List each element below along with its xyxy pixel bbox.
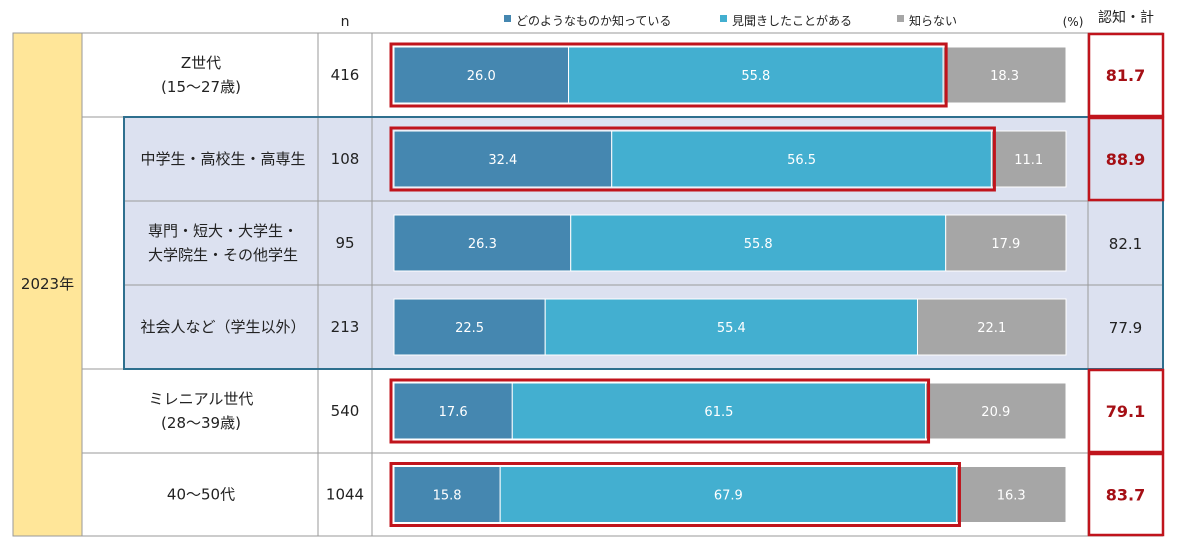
row-label: 40～50代 bbox=[167, 486, 235, 504]
bar-segment bbox=[544, 298, 918, 356]
n-value: 1044 bbox=[326, 486, 364, 504]
awareness-total-value: 82.1 bbox=[1109, 235, 1142, 253]
chart-row: ミレニアル世代 (28～39歳) 540 17.6 61.5 20.9 79.1 bbox=[149, 368, 1165, 454]
chart-row: Z世代 (15～27歳) 416 26.0 55.8 18.3 81.7 bbox=[161, 32, 1165, 118]
year-label: 2023年 bbox=[21, 275, 74, 293]
bar-value-label: 18.3 bbox=[990, 69, 1019, 84]
bar-value-label: 26.0 bbox=[467, 69, 496, 84]
bar-value-label: 22.1 bbox=[977, 321, 1006, 336]
bar-segment bbox=[990, 130, 1067, 188]
bar-value-label: 16.3 bbox=[997, 489, 1026, 504]
legend-label: 見聞きしたことがある bbox=[732, 13, 852, 28]
bar-segment bbox=[393, 214, 572, 272]
row-label: ミレニアル世代 bbox=[149, 390, 254, 408]
bar-segment bbox=[925, 382, 1067, 440]
highlight-box bbox=[389, 378, 931, 444]
legend: どのようなものか知っている 見聞きしたことがある 知らない bbox=[504, 13, 957, 28]
bar-value-label: 55.4 bbox=[717, 321, 746, 336]
year-cell bbox=[12, 32, 83, 537]
awareness-total-value: 81.7 bbox=[1106, 66, 1145, 85]
row-label: Z世代 bbox=[181, 54, 221, 72]
bar-value-label: 26.3 bbox=[468, 237, 497, 252]
row-label: (28～39歳) bbox=[161, 414, 241, 432]
bar-segment bbox=[916, 298, 1067, 356]
n-value: 95 bbox=[335, 234, 354, 252]
total-highlight-box bbox=[1087, 116, 1165, 202]
legend-swatch bbox=[504, 15, 511, 22]
bar-value-label: 15.8 bbox=[433, 489, 462, 504]
bar-value-label: 56.5 bbox=[787, 153, 816, 168]
bar-segment bbox=[393, 466, 501, 523]
highlight-box bbox=[389, 462, 961, 527]
n-value: 416 bbox=[331, 66, 360, 84]
chart-row: 社会人など（学生以外） 213 22.5 55.4 22.1 77.9 bbox=[140, 298, 1142, 356]
row-label: 大学院生・その他学生 bbox=[148, 246, 298, 264]
bar-value-label: 61.5 bbox=[704, 405, 733, 420]
awareness-total-value: 88.9 bbox=[1106, 150, 1145, 169]
awareness-total-value: 79.1 bbox=[1106, 402, 1145, 421]
bar-segment bbox=[393, 130, 613, 188]
total-highlight-box bbox=[1087, 452, 1165, 537]
n-value: 213 bbox=[331, 318, 360, 336]
legend-swatch bbox=[720, 15, 727, 22]
total-column-header: 認知・計 bbox=[1098, 9, 1154, 26]
bar-segment bbox=[955, 466, 1067, 523]
n-value: 108 bbox=[331, 150, 360, 168]
bar-value-label: 22.5 bbox=[455, 321, 484, 336]
legend-swatch bbox=[897, 15, 904, 22]
highlight-box bbox=[389, 126, 996, 192]
table-grid: 2023年 bbox=[12, 32, 1164, 537]
bar-value-label: 55.8 bbox=[741, 69, 770, 84]
total-highlight-box bbox=[1087, 32, 1165, 118]
bar-segment bbox=[945, 214, 1067, 272]
row-label: (15～27歳) bbox=[161, 78, 241, 96]
awareness-total-value: 77.9 bbox=[1109, 319, 1142, 337]
bar-value-label: 32.4 bbox=[488, 153, 517, 168]
highlight-box bbox=[389, 42, 948, 108]
row-label: 中学生・高校生・高専生 bbox=[140, 150, 305, 168]
bar-value-label: 67.9 bbox=[714, 489, 743, 504]
bar-segment bbox=[611, 130, 992, 188]
n-column-header: n bbox=[341, 14, 350, 30]
bar-value-label: 17.6 bbox=[439, 405, 468, 420]
bar-value-label: 20.9 bbox=[981, 405, 1010, 420]
bar-value-label: 55.8 bbox=[744, 237, 773, 252]
total-highlight-box bbox=[1087, 368, 1165, 454]
chart-rows: Z世代 (15～27歳) 416 26.0 55.8 18.3 81.7 中学生・高校生・高専… bbox=[140, 32, 1165, 537]
legend-label: 知らない bbox=[909, 14, 957, 28]
bar-segment bbox=[511, 382, 927, 440]
awareness-total-value: 83.7 bbox=[1106, 486, 1145, 505]
n-value: 540 bbox=[331, 402, 360, 420]
unit-label: (%) bbox=[1063, 15, 1084, 29]
chart-row: 専門・短大・大学生・大学院生・その他学生 95 26.3 55.8 17.9 82.1 bbox=[148, 214, 1142, 272]
bar-segment bbox=[568, 46, 944, 104]
bar-value-label: 17.9 bbox=[991, 237, 1020, 252]
bar-segment bbox=[393, 46, 570, 104]
bar-segment bbox=[393, 382, 513, 440]
row-label: 専門・短大・大学生・ bbox=[148, 222, 298, 240]
bar-segment bbox=[393, 298, 546, 356]
subgroup-outline bbox=[123, 116, 1164, 370]
row-label: 社会人など（学生以外） bbox=[140, 318, 305, 336]
chart-row: 40～50代 1044 15.8 67.9 16.3 83.7 bbox=[167, 452, 1165, 537]
bar-value-label: 11.1 bbox=[1014, 153, 1043, 168]
bar-segment bbox=[570, 214, 947, 272]
legend-label: どのようなものか知っている bbox=[516, 14, 671, 28]
chart-row: 中学生・高校生・高専生 108 32.4 56.5 11.1 88.9 bbox=[140, 116, 1165, 202]
bar-segment bbox=[942, 46, 1067, 104]
